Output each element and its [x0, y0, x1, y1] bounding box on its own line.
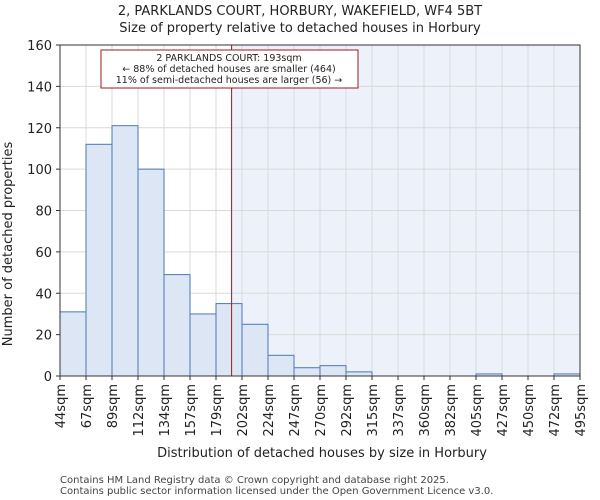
bar-247sqm: [293, 367, 321, 377]
chart-title-line-1: 2, PARKLANDS COURT, HORBURY, WAKEFIELD, …: [118, 4, 482, 19]
bar-134sqm: [163, 274, 191, 377]
x-axis-label: Distribution of detached houses by size …: [157, 446, 487, 461]
x-tick-label: 405sqm: [470, 384, 485, 437]
annotation-box: 2 PARKLANDS COURT: 193sqm ← 88% of detac…: [100, 49, 359, 89]
x-tick-label: 337sqm: [392, 384, 407, 437]
x-tick-label: 67sqm: [80, 384, 95, 428]
x-tick-label: 112sqm: [132, 384, 147, 437]
footer-line-1: Contains HM Land Registry data © Crown c…: [60, 475, 449, 486]
bar-112sqm: [137, 168, 165, 377]
x-tick-label: 292sqm: [340, 384, 355, 437]
x-tick-label: 247sqm: [288, 384, 303, 437]
x-tick-label: 382sqm: [444, 384, 459, 437]
y-tick-label: 60: [35, 246, 52, 261]
x-tick-label: 157sqm: [184, 384, 199, 437]
y-axis-ticks: 0 20 40 60 80 100 120 140 160: [27, 39, 60, 385]
annotation-line-2: ← 88% of detached houses are smaller (46…: [122, 64, 335, 75]
x-tick-label: 472sqm: [548, 384, 563, 437]
bar-89sqm: [111, 125, 139, 377]
x-tick-label: 44sqm: [54, 384, 69, 428]
x-tick-label: 450sqm: [522, 384, 537, 437]
x-tick-label: 495sqm: [574, 384, 589, 437]
bar-224sqm: [267, 354, 295, 377]
x-tick-label: 360sqm: [418, 384, 433, 437]
x-tick-label: 89sqm: [106, 384, 121, 428]
x-tick-label: 179sqm: [210, 384, 225, 437]
annotation-line-1: 2 PARKLANDS COURT: 193sqm: [156, 53, 301, 64]
y-tick-label: 20: [35, 329, 52, 344]
x-tick-label: 134sqm: [158, 384, 173, 437]
bar-157sqm: [189, 313, 217, 377]
y-axis-label: Number of detached properties: [1, 142, 16, 347]
x-tick-label: 270sqm: [314, 384, 329, 437]
x-tick-label: 427sqm: [496, 384, 511, 437]
y-tick-label: 40: [35, 287, 52, 302]
bar-202sqm: [241, 323, 269, 377]
chart-title-line-2: Size of property relative to detached ho…: [119, 21, 481, 36]
x-tick-label: 315sqm: [366, 384, 381, 437]
bar-179sqm: [215, 303, 243, 377]
y-tick-label: 120: [27, 122, 52, 137]
x-tick-label: 202sqm: [236, 384, 251, 437]
bar-270sqm: [319, 365, 347, 377]
y-tick-label: 140: [27, 80, 52, 95]
bar-292sqm: [345, 371, 373, 377]
y-tick-label: 100: [27, 163, 52, 178]
y-tick-label: 160: [27, 39, 52, 54]
bar-44sqm: [59, 311, 87, 377]
footer-line-2: Contains public sector information licen…: [60, 486, 493, 497]
bar-67sqm: [85, 143, 113, 377]
x-axis-ticks: 44sqm 67sqm 89sqm 112sqm 134sqm 157sqm 179sqm 2…: [54, 376, 589, 437]
bars: [59, 125, 581, 377]
x-tick-label: 224sqm: [262, 384, 277, 437]
y-tick-label: 80: [35, 205, 52, 220]
y-tick-label: 0: [44, 370, 52, 385]
annotation-line-3: 11% of semi-detached houses are larger (…: [116, 75, 343, 86]
annotation-border: [100, 49, 359, 89]
